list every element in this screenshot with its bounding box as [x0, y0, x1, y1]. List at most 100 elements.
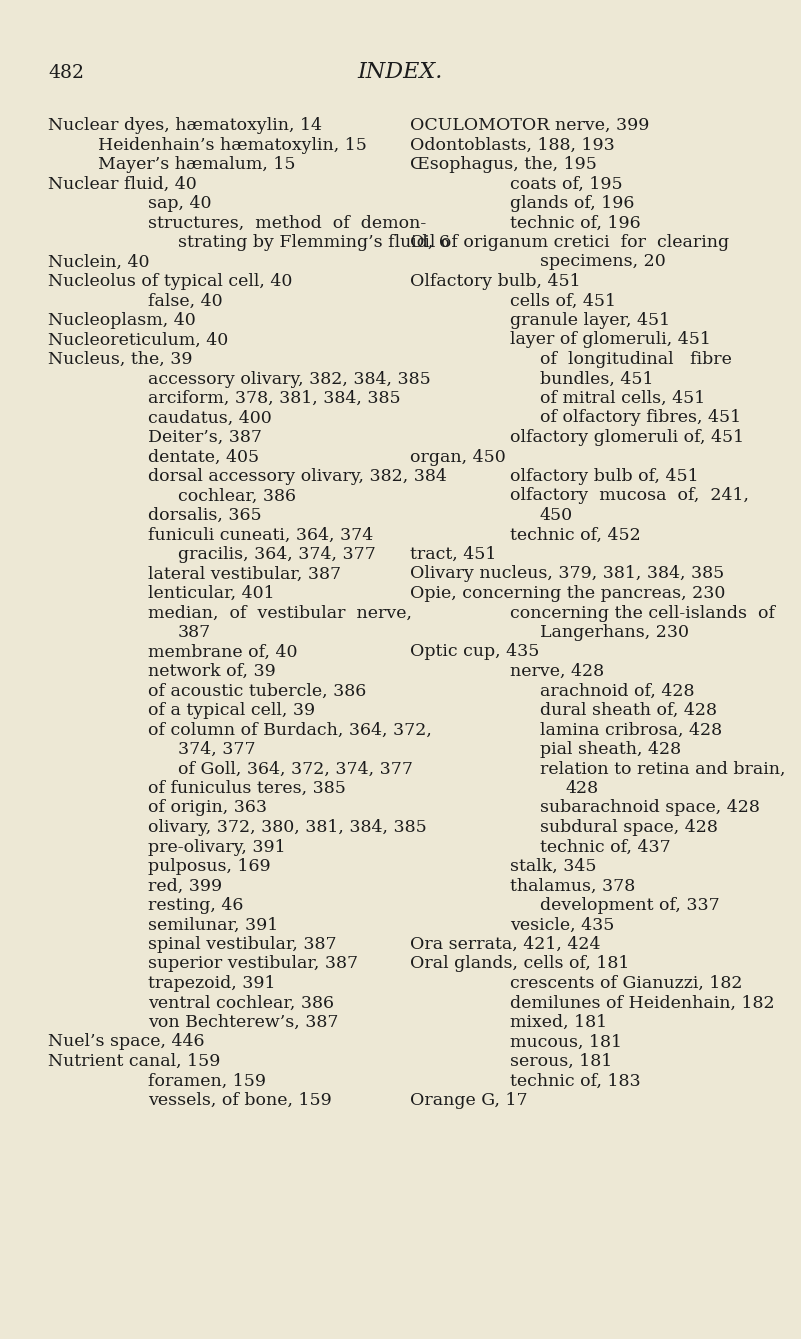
Text: membrane of, 40: membrane of, 40 [148, 644, 297, 660]
Text: Deiter’s, 387: Deiter’s, 387 [148, 428, 262, 446]
Text: Nucleoreticulum, 40: Nucleoreticulum, 40 [48, 332, 228, 348]
Text: 387: 387 [178, 624, 211, 641]
Text: arachnoid of, 428: arachnoid of, 428 [540, 683, 694, 699]
Text: Nutrient canal, 159: Nutrient canal, 159 [48, 1052, 220, 1070]
Text: olfactory  mucosa  of,  241,: olfactory mucosa of, 241, [510, 487, 749, 505]
Text: of funiculus teres, 385: of funiculus teres, 385 [148, 781, 346, 797]
Text: olfactory bulb of, 451: olfactory bulb of, 451 [510, 469, 698, 485]
Text: Nuclein, 40: Nuclein, 40 [48, 253, 150, 270]
Text: dorsalis, 365: dorsalis, 365 [148, 507, 262, 524]
Text: Oral glands, cells of, 181: Oral glands, cells of, 181 [410, 956, 630, 972]
Text: of acoustic tubercle, 386: of acoustic tubercle, 386 [148, 683, 366, 699]
Text: semilunar, 391: semilunar, 391 [148, 916, 278, 933]
Text: foramen, 159: foramen, 159 [148, 1073, 266, 1090]
Text: gracilis, 364, 374, 377: gracilis, 364, 374, 377 [178, 546, 376, 562]
Text: serous, 181: serous, 181 [510, 1052, 612, 1070]
Text: mixed, 181: mixed, 181 [510, 1014, 607, 1031]
Text: von Bechterew’s, 387: von Bechterew’s, 387 [148, 1014, 339, 1031]
Text: of column of Burdach, 364, 372,: of column of Burdach, 364, 372, [148, 722, 432, 739]
Text: granule layer, 451: granule layer, 451 [510, 312, 670, 329]
Text: mucous, 181: mucous, 181 [510, 1034, 622, 1051]
Text: bundles, 451: bundles, 451 [540, 371, 654, 387]
Text: caudatus, 400: caudatus, 400 [148, 410, 272, 427]
Text: superior vestibular, 387: superior vestibular, 387 [148, 956, 358, 972]
Text: sap, 40: sap, 40 [148, 195, 211, 212]
Text: technic of, 196: technic of, 196 [510, 214, 641, 232]
Text: relation to retina and brain,: relation to retina and brain, [540, 761, 786, 778]
Text: concerning the cell-islands  of: concerning the cell-islands of [510, 604, 775, 621]
Text: lenticular, 401: lenticular, 401 [148, 585, 275, 603]
Text: cochlear, 386: cochlear, 386 [178, 487, 296, 505]
Text: demilunes of Heidenhain, 182: demilunes of Heidenhain, 182 [510, 995, 775, 1011]
Text: olfactory glomeruli of, 451: olfactory glomeruli of, 451 [510, 428, 744, 446]
Text: resting, 46: resting, 46 [148, 897, 244, 915]
Text: of  longitudinal   fibre: of longitudinal fibre [540, 351, 732, 368]
Text: red, 399: red, 399 [148, 877, 222, 894]
Text: 374, 377: 374, 377 [178, 740, 256, 758]
Text: Optic cup, 435: Optic cup, 435 [410, 644, 539, 660]
Text: vessels, of bone, 159: vessels, of bone, 159 [148, 1093, 332, 1109]
Text: pial sheath, 428: pial sheath, 428 [540, 740, 681, 758]
Text: trapezoid, 391: trapezoid, 391 [148, 975, 276, 992]
Text: stalk, 345: stalk, 345 [510, 858, 597, 874]
Text: tract, 451: tract, 451 [410, 546, 497, 562]
Text: Oil of origanum cretici  for  clearing: Oil of origanum cretici for clearing [410, 234, 729, 250]
Text: spinal vestibular, 387: spinal vestibular, 387 [148, 936, 336, 953]
Text: nerve, 428: nerve, 428 [510, 663, 604, 680]
Text: technic of, 437: technic of, 437 [540, 838, 670, 856]
Text: Odontoblasts, 188, 193: Odontoblasts, 188, 193 [410, 137, 614, 154]
Text: Olivary nucleus, 379, 381, 384, 385: Olivary nucleus, 379, 381, 384, 385 [410, 565, 724, 582]
Text: median,  of  vestibular  nerve,: median, of vestibular nerve, [148, 604, 412, 621]
Text: organ, 450: organ, 450 [410, 449, 505, 466]
Text: Orange G, 17: Orange G, 17 [410, 1093, 528, 1109]
Text: cells of, 451: cells of, 451 [510, 292, 616, 309]
Text: Nucleus, the, 39: Nucleus, the, 39 [48, 351, 192, 368]
Text: 450: 450 [540, 507, 574, 524]
Text: Ora serrata, 421, 424: Ora serrata, 421, 424 [410, 936, 601, 953]
Text: Langerhans, 230: Langerhans, 230 [540, 624, 689, 641]
Text: lateral vestibular, 387: lateral vestibular, 387 [148, 565, 341, 582]
Text: structures,  method  of  demon-: structures, method of demon- [148, 214, 426, 232]
Text: vesicle, 435: vesicle, 435 [510, 916, 614, 933]
Text: Nucleoplasm, 40: Nucleoplasm, 40 [48, 312, 195, 329]
Text: dural sheath of, 428: dural sheath of, 428 [540, 702, 717, 719]
Text: network of, 39: network of, 39 [148, 663, 276, 680]
Text: of mitral cells, 451: of mitral cells, 451 [540, 390, 705, 407]
Text: pre-olivary, 391: pre-olivary, 391 [148, 838, 286, 856]
Text: Nuclear dyes, hæmatoxylin, 14: Nuclear dyes, hæmatoxylin, 14 [48, 116, 322, 134]
Text: Nuclear fluid, 40: Nuclear fluid, 40 [48, 175, 197, 193]
Text: technic of, 183: technic of, 183 [510, 1073, 641, 1090]
Text: funiculi cuneati, 364, 374: funiculi cuneati, 364, 374 [148, 526, 373, 544]
Text: technic of, 452: technic of, 452 [510, 526, 641, 544]
Text: OCULOMOTOR nerve, 399: OCULOMOTOR nerve, 399 [410, 116, 650, 134]
Text: of Goll, 364, 372, 374, 377: of Goll, 364, 372, 374, 377 [178, 761, 413, 778]
Text: of olfactory fibres, 451: of olfactory fibres, 451 [540, 410, 741, 427]
Text: subarachnoid space, 428: subarachnoid space, 428 [540, 799, 760, 817]
Text: subdural space, 428: subdural space, 428 [540, 819, 718, 836]
Text: glands of, 196: glands of, 196 [510, 195, 634, 212]
Text: Nuel’s space, 446: Nuel’s space, 446 [48, 1034, 204, 1051]
Text: accessory olivary, 382, 384, 385: accessory olivary, 382, 384, 385 [148, 371, 431, 387]
Text: dentate, 405: dentate, 405 [148, 449, 260, 466]
Text: crescents of Gianuzzi, 182: crescents of Gianuzzi, 182 [510, 975, 743, 992]
Text: dorsal accessory olivary, 382, 384: dorsal accessory olivary, 382, 384 [148, 469, 447, 485]
Text: false, 40: false, 40 [148, 292, 223, 309]
Text: 482: 482 [48, 64, 84, 82]
Text: coats of, 195: coats of, 195 [510, 175, 622, 193]
Text: INDEX.: INDEX. [358, 62, 443, 83]
Text: strating by Flemming’s fluid, 6: strating by Flemming’s fluid, 6 [178, 234, 450, 250]
Text: lamina cribrosa, 428: lamina cribrosa, 428 [540, 722, 723, 739]
Text: Heidenhain’s hæmatoxylin, 15: Heidenhain’s hæmatoxylin, 15 [98, 137, 367, 154]
Text: layer of glomeruli, 451: layer of glomeruli, 451 [510, 332, 710, 348]
Text: Œsophagus, the, 195: Œsophagus, the, 195 [410, 157, 597, 173]
Text: arciform, 378, 381, 384, 385: arciform, 378, 381, 384, 385 [148, 390, 400, 407]
Text: 428: 428 [565, 781, 598, 797]
Text: thalamus, 378: thalamus, 378 [510, 877, 635, 894]
Text: Nucleolus of typical cell, 40: Nucleolus of typical cell, 40 [48, 273, 292, 291]
Text: ventral cochlear, 386: ventral cochlear, 386 [148, 995, 334, 1011]
Text: development of, 337: development of, 337 [540, 897, 720, 915]
Text: olivary, 372, 380, 381, 384, 385: olivary, 372, 380, 381, 384, 385 [148, 819, 427, 836]
Text: Opie, concerning the pancreas, 230: Opie, concerning the pancreas, 230 [410, 585, 726, 603]
Text: Mayer’s hæmalum, 15: Mayer’s hæmalum, 15 [98, 157, 296, 173]
Text: of a typical cell, 39: of a typical cell, 39 [148, 702, 315, 719]
